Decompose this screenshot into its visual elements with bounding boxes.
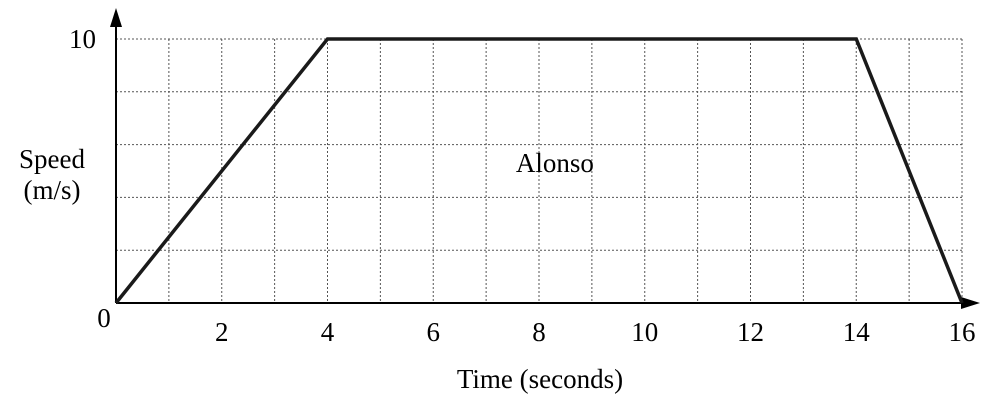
x-axis-label: Time (seconds)	[457, 364, 623, 394]
x-tick-label: 0	[97, 303, 111, 333]
x-tick-label: 2	[215, 317, 229, 347]
y-axis-label-line-1: Speed	[19, 144, 85, 174]
y-axis-label-line-2: (m/s)	[24, 175, 81, 205]
x-tick-label: 16	[949, 317, 976, 347]
grid	[116, 38, 963, 303]
x-tick-label: 12	[737, 317, 764, 347]
series	[114, 37, 964, 305]
x-tick-label: 10	[631, 317, 658, 347]
tick-labels: 0 2 4 6 8 10 12 14 16 10	[69, 24, 976, 347]
x-tick-label: 14	[843, 317, 871, 347]
x-tick-label: 8	[532, 317, 546, 347]
y-tick-label: 10	[69, 24, 96, 54]
x-axis-arrow	[961, 297, 980, 309]
series-annotation: Alonso	[516, 148, 594, 178]
series-line-alonso	[114, 37, 964, 305]
x-tick-label: 6	[427, 317, 441, 347]
x-tick-label: 4	[321, 317, 335, 347]
axes	[110, 8, 980, 309]
y-axis-arrow	[110, 8, 122, 27]
